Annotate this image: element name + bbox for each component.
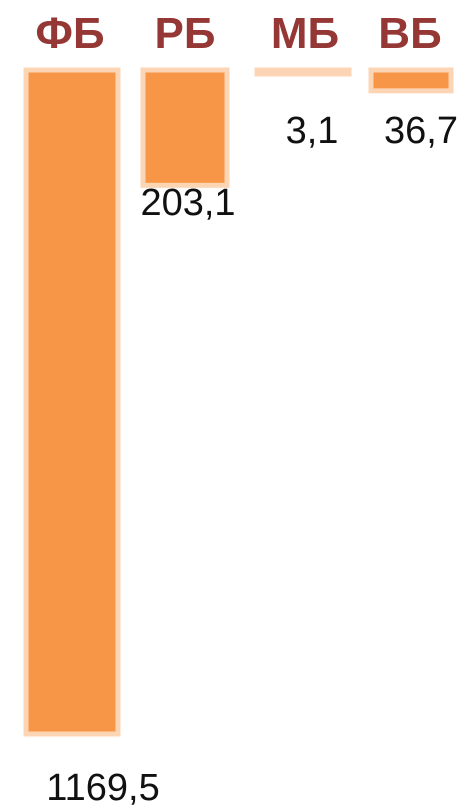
value-label-1: 1169,5 bbox=[46, 767, 159, 809]
category-label-3: МБ bbox=[271, 9, 339, 58]
bar-2 bbox=[140, 67, 230, 188]
category-label-1: ФБ bbox=[35, 9, 104, 58]
bar-1 bbox=[23, 67, 121, 737]
value-label-3: 3,1 bbox=[286, 110, 339, 152]
category-label-4: ВБ bbox=[378, 9, 441, 58]
category-label-2: РБ bbox=[155, 9, 216, 58]
value-label-2: 203,1 bbox=[140, 182, 235, 224]
bar-4 bbox=[368, 67, 454, 94]
bar-3 bbox=[254, 67, 352, 77]
value-label-4: 36,7 bbox=[384, 110, 458, 152]
